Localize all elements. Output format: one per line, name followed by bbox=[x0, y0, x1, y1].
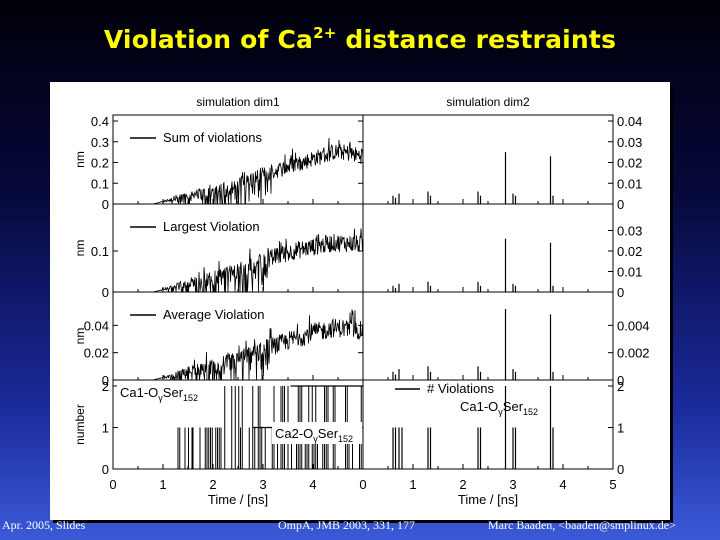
footer-citation: OmpA, JMB 2003, 331, 177 bbox=[278, 518, 416, 532]
annotation-bg-ca1-dim1 bbox=[117, 384, 209, 406]
dim1-trace-largest bbox=[113, 228, 364, 294]
left-tick-label-sum-0: 0 bbox=[102, 197, 109, 212]
annotation-ca2: Ca2-OγSer152 bbox=[275, 426, 353, 444]
x-tick-label-1-0: 0 bbox=[359, 477, 366, 492]
ylabel-number: number bbox=[73, 404, 87, 445]
annotation-part: γ bbox=[498, 407, 503, 417]
right-tick-label-number-2: 2 bbox=[617, 379, 624, 394]
left-tick-label-sum-1: 0.1 bbox=[91, 176, 109, 191]
restraint-violation-chart: simulation dim1 simulation dim2 nm 0 0.1 0.2 0… bbox=[73, 95, 650, 507]
annotation-bg-ca2-dim1 bbox=[272, 422, 362, 444]
annotation-part: 152 bbox=[183, 393, 198, 403]
title-suffix: distance restraints bbox=[336, 25, 617, 54]
legend-label-number: # Violations bbox=[427, 381, 494, 396]
slide-title: Violation of Ca2+ distance restraints bbox=[0, 24, 720, 54]
right-tick-label-average-2: 0.004 bbox=[617, 318, 650, 333]
x-tick-label-0-0: 0 bbox=[109, 477, 116, 492]
ylabel-sum: nm bbox=[73, 151, 87, 168]
annotation-part: Ser bbox=[163, 385, 184, 400]
ylabel-average: nm bbox=[73, 328, 87, 345]
footer-author: Marc Baaden, <baaden@smplinux.de> bbox=[488, 518, 676, 532]
x-axis-label-1: Time / [ns] bbox=[208, 492, 268, 507]
right-tick-label-sum-1: 0.01 bbox=[617, 176, 642, 191]
left-tick-label-number-1: 1 bbox=[102, 421, 109, 436]
x-tick-label-1-2: 2 bbox=[459, 477, 466, 492]
right-tick-label-average-1: 0.002 bbox=[617, 346, 650, 361]
footer-date: Apr. 2005, Slides bbox=[2, 518, 86, 532]
right-tick-label-largest-2: 0.02 bbox=[617, 244, 642, 259]
right-tick-label-largest-3: 0.03 bbox=[617, 224, 642, 239]
x-tick-label-0-2: 2 bbox=[209, 477, 216, 492]
figure-panel: simulation dim1 simulation dim2 nm 0 0.1 0.2 0… bbox=[50, 82, 670, 520]
title-superscript: 2+ bbox=[313, 24, 337, 42]
left-tick-label-average-2: 0.04 bbox=[84, 318, 109, 333]
title-prefix: Violation of Ca bbox=[103, 25, 314, 54]
left-tick-label-largest-1: 0.1 bbox=[91, 244, 109, 259]
x-axis-label-2: Time / [ns] bbox=[458, 492, 518, 507]
left-tick-label-sum-4: 0.4 bbox=[91, 114, 109, 129]
annotation-part: 152 bbox=[523, 407, 538, 417]
right-tick-label-sum-3: 0.03 bbox=[617, 135, 642, 150]
legend-label-largest: Largest Violation bbox=[163, 219, 260, 234]
left-tick-label-number-2: 2 bbox=[102, 379, 109, 394]
legend-label-average: Average Violation bbox=[163, 307, 264, 322]
x-tick-label-0-3: 3 bbox=[259, 477, 266, 492]
left-tick-label-number-0: 0 bbox=[102, 462, 109, 477]
annotation-ca1: Ca1-OγSer152 bbox=[120, 385, 198, 403]
annotation-ca1: Ca1-OγSer152 bbox=[460, 399, 538, 417]
annotation-part: Ser bbox=[318, 426, 339, 441]
annotation-part: Ser bbox=[503, 399, 524, 414]
left-tick-label-largest-0: 0 bbox=[102, 285, 109, 300]
x-tick-label-0-4: 4 bbox=[309, 477, 316, 492]
right-tick-label-sum-0: 0 bbox=[617, 197, 624, 212]
x-tick-label-0-1: 1 bbox=[159, 477, 166, 492]
right-tick-label-largest-1: 0.01 bbox=[617, 265, 642, 280]
right-tick-label-number-1: 1 bbox=[617, 421, 624, 436]
x-tick-label-1-4: 4 bbox=[559, 477, 566, 492]
left-tick-label-sum-3: 0.3 bbox=[91, 135, 109, 150]
left-tick-label-average-0: 0 bbox=[102, 373, 109, 388]
right-tick-label-average-0: 0 bbox=[617, 373, 624, 388]
right-tick-label-sum-2: 0.02 bbox=[617, 156, 642, 171]
right-tick-label-sum-4: 0.04 bbox=[617, 114, 642, 129]
annotation-part: Ca2-O bbox=[275, 426, 313, 441]
annotation-part: γ bbox=[313, 434, 318, 444]
column-title-2: simulation dim2 bbox=[446, 95, 530, 109]
dim1-trace-sum bbox=[113, 137, 364, 205]
ylabel-largest: nm bbox=[73, 240, 87, 257]
left-tick-label-average-1: 0.02 bbox=[84, 346, 109, 361]
annotation-part: Ca1-O bbox=[460, 399, 498, 414]
x-tick-label-1-5: 5 bbox=[609, 477, 616, 492]
left-tick-label-sum-2: 0.2 bbox=[91, 156, 109, 171]
annotation-part: 152 bbox=[338, 434, 353, 444]
legend-label-sum: Sum of violations bbox=[163, 130, 262, 145]
column-title-1: simulation dim1 bbox=[196, 95, 280, 109]
right-tick-label-number-0: 0 bbox=[617, 462, 624, 477]
annotation-part: γ bbox=[158, 393, 163, 403]
right-tick-label-largest-0: 0 bbox=[617, 285, 624, 300]
x-tick-label-1-3: 3 bbox=[509, 477, 516, 492]
annotation-part: Ca1-O bbox=[120, 385, 158, 400]
x-tick-label-1-1: 1 bbox=[409, 477, 416, 492]
